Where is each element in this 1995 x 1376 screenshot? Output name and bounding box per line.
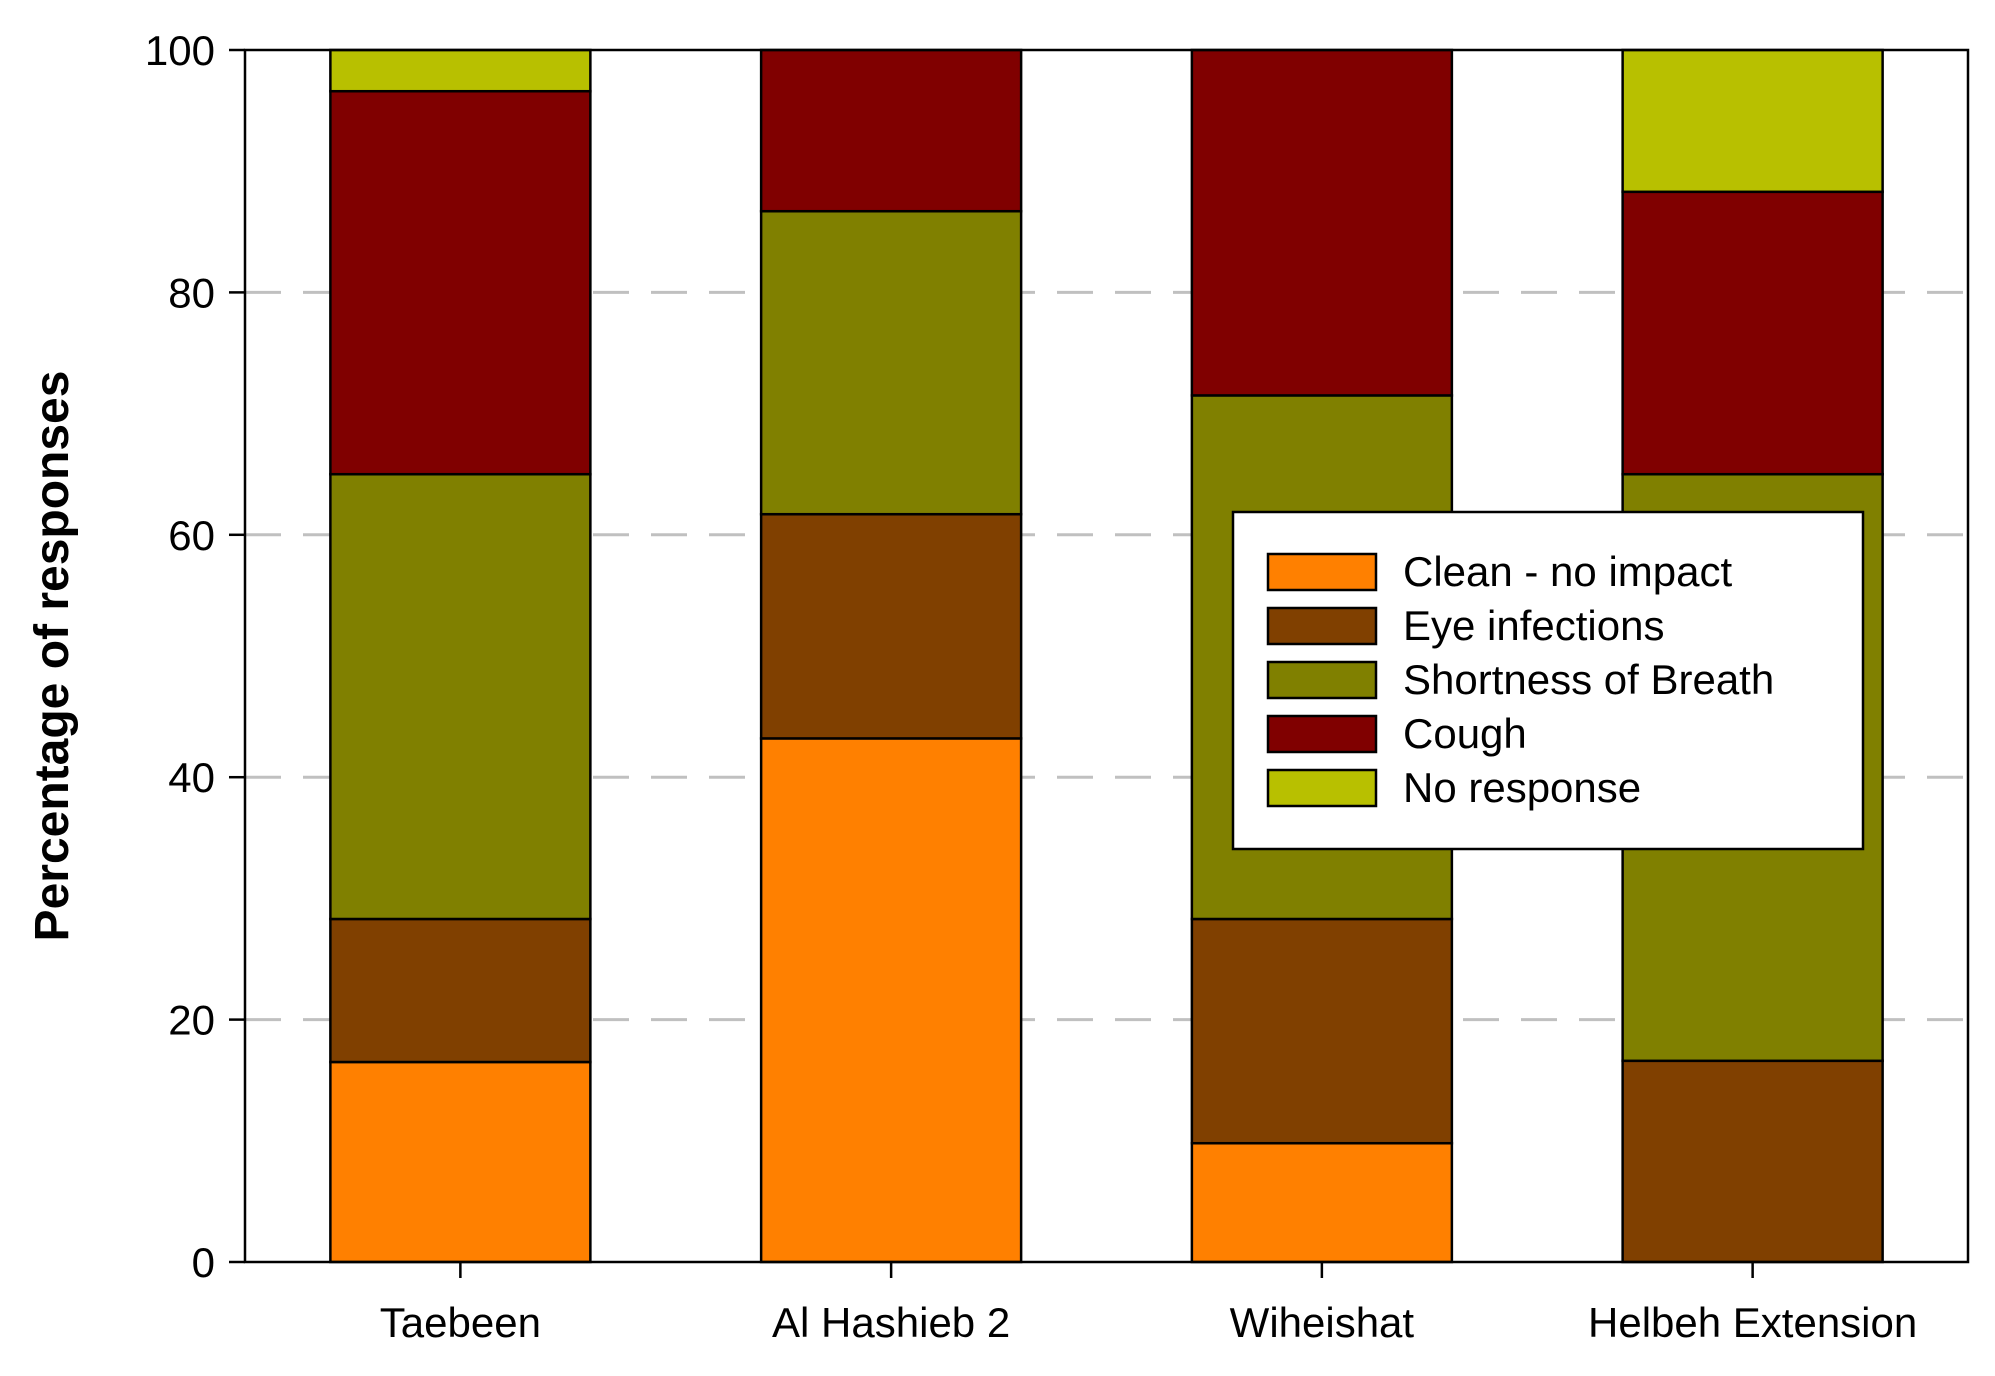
legend-swatch <box>1266 714 1378 754</box>
legend-swatch <box>1266 768 1378 808</box>
bar-segment <box>329 1060 592 1264</box>
bar-segment <box>1190 48 1454 397</box>
legend-swatch <box>1266 552 1378 592</box>
bar-segment <box>1190 1141 1454 1264</box>
bar-segment <box>329 48 592 93</box>
bar-group <box>329 48 592 1264</box>
legend: Clean - no impact Eye infections Shortness… <box>1231 510 1865 851</box>
bar-segment <box>759 48 1023 213</box>
y-tick-label: 0 <box>192 1239 215 1286</box>
plot-frame <box>243 48 1970 1264</box>
legend-label: Eye infections <box>1403 602 1664 649</box>
y-tick-label: 80 <box>168 269 215 316</box>
bar-segment <box>759 512 1023 740</box>
x-tick-label: Helbeh Extension <box>1588 1299 1917 1346</box>
bar-segment <box>759 209 1023 516</box>
bar-segment <box>1621 190 1884 476</box>
y-tick-label: 100 <box>145 27 215 74</box>
legend-label: No response <box>1403 764 1641 811</box>
bar-segment <box>1190 917 1454 1145</box>
x-tick-label: Al Hashieb 2 <box>772 1299 1010 1346</box>
y-tick-label: 40 <box>168 754 215 801</box>
legend-label: Clean - no impact <box>1403 548 1732 595</box>
y-tick-label: 60 <box>168 512 215 559</box>
x-tick-label: Taebeen <box>380 1299 541 1346</box>
bar-segment <box>759 737 1023 1264</box>
y-axis-title: Percentage of responses <box>26 371 79 942</box>
legend-label: Cough <box>1403 710 1527 757</box>
legend-label: Shortness of Breath <box>1403 656 1774 703</box>
axes <box>243 48 1970 1264</box>
bar-segment <box>329 89 592 476</box>
bar-segment <box>329 917 592 1064</box>
y-tick-label: 20 <box>168 997 215 1044</box>
legend-swatch <box>1266 606 1378 646</box>
tick-labels: 0 20 40 60 80 100 Taebeen Al Hashieb 2 Wiheishat… <box>145 27 1917 1346</box>
bar-group <box>759 48 1023 1264</box>
bar-segment <box>329 472 592 921</box>
x-tick-label: Wiheishat <box>1230 1299 1415 1346</box>
bar-segment <box>1621 1059 1884 1264</box>
bar-segment <box>1621 48 1884 194</box>
legend-swatch <box>1266 660 1378 700</box>
